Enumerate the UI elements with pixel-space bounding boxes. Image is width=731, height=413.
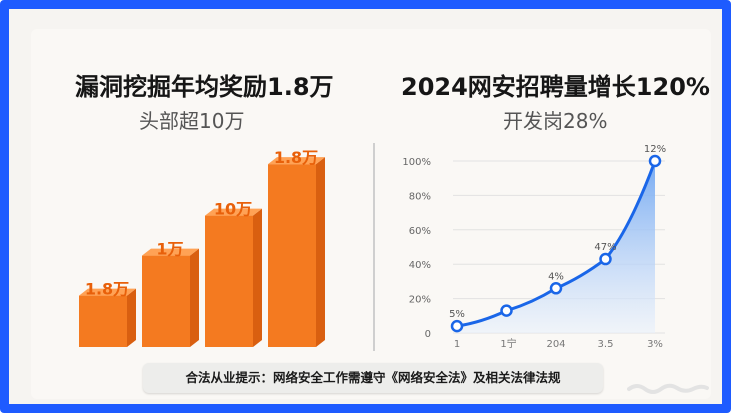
point-label: 4%	[548, 271, 564, 282]
point-label: 47%	[594, 242, 616, 253]
data-point	[648, 154, 662, 168]
watermark-logo	[627, 383, 709, 394]
x-tick-label: 1宁	[500, 337, 516, 350]
y-tick-label: 60%	[409, 226, 431, 237]
bar-top-face	[142, 248, 199, 256]
y-tick-label: 40%	[409, 260, 431, 271]
bar-top-face	[268, 157, 325, 165]
area-fill	[457, 161, 655, 333]
y-tick-label: 100%	[402, 157, 431, 168]
bar-front-face	[205, 215, 253, 347]
bar-top-face	[205, 208, 262, 216]
y-tick-label: 0	[425, 329, 431, 340]
bar-value-label: 10万	[214, 200, 252, 219]
line-chart: 0 20% 40% 60% 80% 100% 5% 4% 47% 12% 1 1宁 204 3.5 3%	[402, 144, 666, 350]
bar-front-face	[268, 164, 316, 347]
data-point	[599, 252, 612, 266]
bar-chart: 1.8万 1万 10万 1.8万	[79, 148, 325, 347]
point-label: 5%	[449, 309, 465, 320]
y-tick-label: 80%	[409, 191, 431, 202]
bar-3: 10万	[205, 200, 262, 347]
left-panel-subtitle: 头部超10万	[139, 109, 245, 133]
bar-side-face	[190, 248, 199, 347]
x-tick-label: 204	[546, 339, 565, 350]
y-tick-label: 20%	[409, 295, 431, 306]
x-tick-label: 3.5	[598, 339, 614, 350]
x-tick-label: 1	[454, 339, 460, 350]
bar-side-face	[127, 288, 136, 347]
point-label: 12%	[644, 144, 666, 155]
bar-4: 1.8万	[268, 148, 325, 347]
bar-top-face	[79, 288, 136, 296]
bar-side-face	[253, 208, 262, 347]
bar-front-face	[142, 255, 190, 347]
bar-side-face	[316, 157, 325, 347]
bar-1: 1.8万	[79, 280, 136, 347]
bar-front-face	[79, 295, 127, 347]
right-panel-title: 2024网安招聘量增长120%	[401, 73, 710, 101]
panel-divider	[373, 143, 375, 351]
x-tick-label: 3%	[647, 339, 663, 350]
right-panel-subtitle: 开发岗28%	[503, 109, 608, 133]
bar-value-label: 1.8万	[85, 280, 129, 299]
bar-value-label: 1.8万	[274, 148, 318, 167]
bar-2: 1万	[142, 240, 199, 347]
bar-value-label: 1万	[156, 240, 183, 259]
data-point	[450, 319, 464, 333]
data-point	[549, 282, 563, 295]
legal-notice: 合法从业提示：网络安全工作需遵守《网络安全法》及相关法律法规	[143, 363, 603, 393]
left-panel-title: 漏洞挖掘年均奖励1.8万	[75, 73, 334, 101]
data-point	[500, 304, 513, 317]
